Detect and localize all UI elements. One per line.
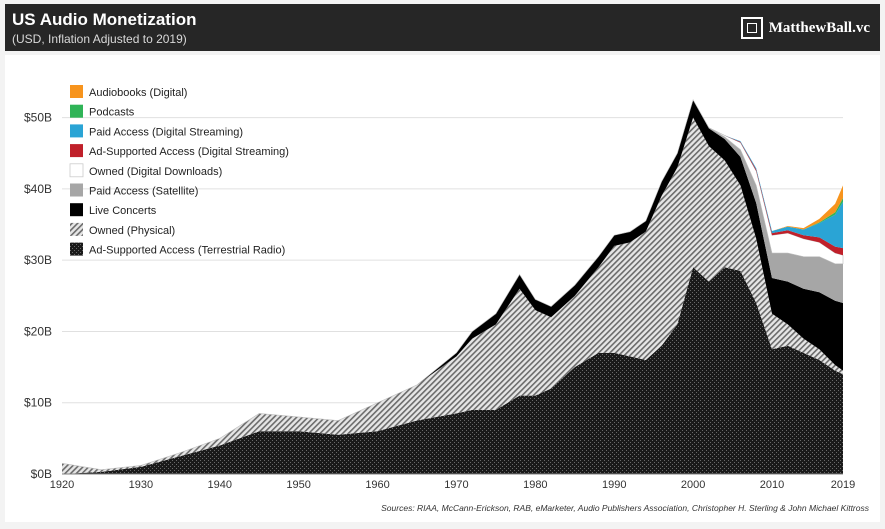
y-tick-label: $40B: [24, 182, 52, 196]
axes: $0B $10B $20B $30B $40B $50B 1920 1930 1940 1950 1…: [24, 111, 855, 491]
legend-swatch-physical: [70, 222, 83, 236]
legend-label-podcasts: Podcasts: [89, 107, 135, 119]
legend-swatch-paid_streaming: [70, 124, 83, 138]
legend-label-paid_streaming: Paid Access (Digital Streaming): [89, 126, 243, 138]
legend-swatch-ad_streaming: [70, 144, 83, 158]
x-tick-label: 1920: [50, 479, 74, 491]
x-tick-label: 2019: [831, 479, 855, 491]
legend-label-ad_streaming: Ad-Supported Access (Digital Streaming): [89, 146, 289, 158]
legend-label-audiobooks: Audiobooks (Digital): [89, 87, 187, 99]
legend-label-concerts: Live Concerts: [89, 205, 157, 217]
legend-swatch-audiobooks: [70, 85, 83, 98]
legend-label-downloads: Owned (Digital Downloads): [89, 166, 222, 178]
y-tick-label: $0B: [31, 467, 52, 481]
brand: MatthewBall.vc: [740, 15, 870, 41]
legend-swatch-downloads: [69, 163, 84, 178]
chart-title: US Audio Monetization: [12, 10, 197, 29]
x-tick-label: 1950: [286, 479, 310, 491]
area-radio: [62, 267, 843, 474]
x-tick-label: 1940: [208, 479, 232, 491]
x-tick-label: 1970: [444, 479, 468, 491]
y-tick-label: $30B: [24, 253, 52, 267]
chart-subtitle: (USD, Inflation Adjusted to 2019): [12, 32, 187, 46]
area-layers: [61, 99, 844, 475]
legend: Audiobooks (Digital) Podcasts Paid Access …: [69, 85, 289, 257]
legend-swatch-radio: [70, 242, 83, 256]
x-tick-label: 2000: [681, 479, 705, 491]
source-note: Sources: RIAA, McCann-Erickson, RAB, eMa…: [381, 503, 869, 513]
legend-swatch-concerts: [70, 203, 83, 217]
chart-header: US Audio Monetization (USD, Inflation Ad…: [5, 4, 880, 51]
y-tick-label: $50B: [24, 111, 52, 125]
legend-swatch-podcasts: [70, 104, 83, 118]
x-tick-label: 1930: [129, 479, 153, 491]
legend-swatch-satellite: [70, 183, 83, 197]
area-downloads: [61, 99, 844, 471]
y-tick-label: $10B: [24, 396, 52, 410]
x-tick-label: 1960: [365, 479, 389, 491]
y-tick-label: $20B: [24, 324, 52, 338]
legend-label-satellite: Paid Access (Satellite): [89, 186, 198, 198]
area-physical: [62, 117, 843, 475]
x-tick-label: 2010: [760, 479, 784, 491]
brand-name: MatthewBall.vc: [768, 19, 870, 36]
brand-logo-icon: [740, 17, 763, 39]
x-tick-label: 1980: [523, 479, 547, 491]
x-tick-label: 1990: [602, 479, 626, 491]
legend-label-radio: Ad-Supported Access (Terrestrial Radio): [89, 245, 285, 257]
legend-label-physical: Owned (Physical): [89, 225, 175, 237]
